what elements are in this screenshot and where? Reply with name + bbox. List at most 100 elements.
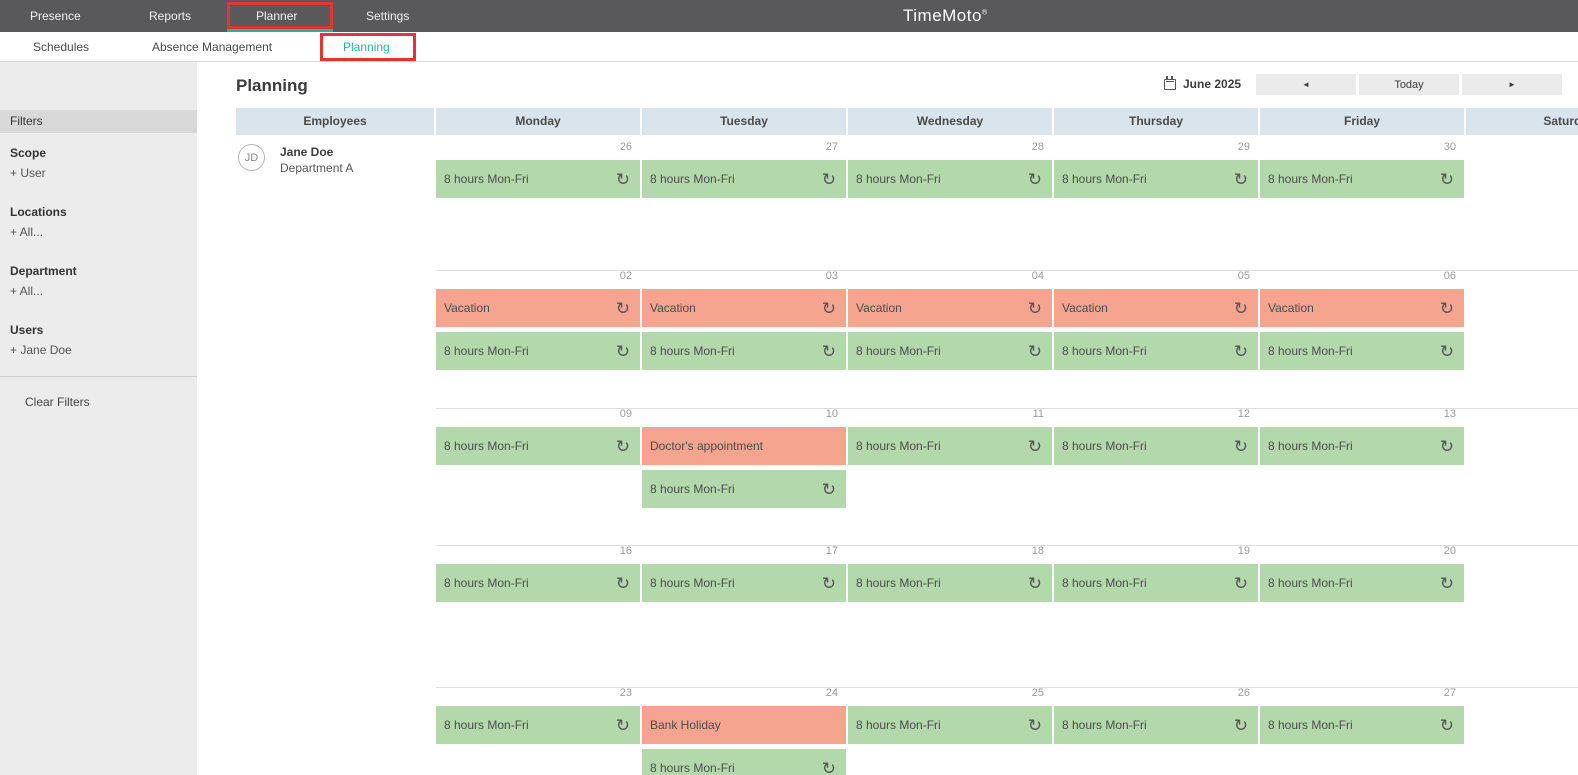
block-label: 8 hours Mon-Fri xyxy=(444,439,529,453)
nav-item-planner[interactable]: Planner xyxy=(256,9,298,23)
shift-block[interactable]: 8 hours Mon-Fri ↻ xyxy=(848,564,1052,602)
shift-block[interactable]: 8 hours Mon-Fri ↻ xyxy=(1054,427,1258,465)
absence-block[interactable]: Vacation ↻ xyxy=(848,289,1052,327)
recurring-icon: ↻ xyxy=(821,758,836,775)
nav-item-presence[interactable]: Presence xyxy=(30,9,81,23)
day-number: 04 xyxy=(1031,270,1044,282)
clear-filters-button[interactable]: Clear Filters xyxy=(25,395,90,409)
block-label: 8 hours Mon-Fri xyxy=(1062,576,1147,590)
day-number: 06 xyxy=(1443,270,1456,282)
nav-item-settings[interactable]: Settings xyxy=(366,9,410,23)
shift-block[interactable]: 8 hours Mon-Fri ↻ xyxy=(1054,160,1258,198)
recurring-icon: ↻ xyxy=(1027,341,1042,361)
day-number: 10 xyxy=(825,408,838,420)
shift-block[interactable]: 8 hours Mon-Fri ↻ xyxy=(436,332,640,370)
shift-block[interactable]: 8 hours Mon-Fri ↻ xyxy=(848,706,1052,744)
shift-block[interactable]: 8 hours Mon-Fri ↻ xyxy=(642,470,846,508)
planner-sub-navigation: Schedules Absence Management Planning xyxy=(0,32,1578,62)
day-cell: 8 hours Mon-Fri ↻ xyxy=(1054,160,1258,198)
absence-block[interactable]: Vacation ↻ xyxy=(642,289,846,327)
shift-block[interactable]: 8 hours Mon-Fri ↻ xyxy=(1260,706,1464,744)
day-cell xyxy=(1260,749,1464,775)
shift-block[interactable]: 8 hours Mon-Fri ↻ xyxy=(436,564,640,602)
shift-block[interactable]: 8 hours Mon-Fri ↻ xyxy=(1260,427,1464,465)
block-label: 8 hours Mon-Fri xyxy=(856,439,941,453)
prev-button[interactable]: ◄ xyxy=(1256,74,1356,95)
today-button[interactable]: Today xyxy=(1359,74,1459,95)
filter-value-department[interactable]: + All... xyxy=(10,284,44,298)
day-number: 12 xyxy=(1237,408,1250,420)
recurring-icon: ↻ xyxy=(1233,298,1248,318)
shift-block[interactable]: 8 hours Mon-Fri ↻ xyxy=(848,427,1052,465)
day-number: 25 xyxy=(1031,687,1044,699)
day-cell: 8 hours Mon-Fri ↻ xyxy=(1260,427,1464,465)
month-label: June 2025 xyxy=(1183,77,1242,91)
block-label: Vacation xyxy=(856,301,902,315)
filter-value-users[interactable]: + Jane Doe xyxy=(10,343,72,357)
block-label: 8 hours Mon-Fri xyxy=(1268,718,1353,732)
schedule-row: 8 hours Mon-Fri ↻ Bank Holiday 8 hours Mon-… xyxy=(236,706,1578,744)
block-label: 8 hours Mon-Fri xyxy=(650,761,735,775)
shift-block[interactable]: 8 hours Mon-Fri ↻ xyxy=(642,332,846,370)
date-row: 02 03 04 05 06 xyxy=(236,270,1578,284)
shift-block[interactable]: 8 hours Mon-Fri ↻ xyxy=(848,160,1052,198)
filter-title-scope: Scope xyxy=(10,146,47,160)
shift-block[interactable]: 8 hours Mon-Fri ↻ xyxy=(642,749,846,775)
top-navigation-bar: Presence Reports Planner Settings TimeMo… xyxy=(0,0,1578,32)
shift-block[interactable]: 8 hours Mon-Fri ↻ xyxy=(1054,706,1258,744)
block-label: 8 hours Mon-Fri xyxy=(856,344,941,358)
employee-info: Jane Doe Department A xyxy=(280,144,353,175)
week-section: 26 27 28 29 30 8 hours Mon-Fri ↻ 8 hours Mon-Fr… xyxy=(236,141,1578,260)
schedule-row: 8 hours Mon-Fri ↻ 8 hours Mon-Fri ↻ 8 hours … xyxy=(236,332,1578,370)
shift-block[interactable]: 8 hours Mon-Fri ↻ xyxy=(1260,160,1464,198)
block-label: 8 hours Mon-Fri xyxy=(650,172,735,186)
absence-block[interactable]: Vacation ↻ xyxy=(1260,289,1464,327)
calendar-icon xyxy=(1164,75,1176,90)
shift-block[interactable]: 8 hours Mon-Fri ↻ xyxy=(642,564,846,602)
absence-block[interactable]: Doctor's appointment xyxy=(642,427,846,465)
shift-block[interactable]: 8 hours Mon-Fri ↻ xyxy=(1260,332,1464,370)
block-label: 8 hours Mon-Fri xyxy=(444,576,529,590)
week-section: 16 17 18 19 20 8 hours Mon-Fri ↻ 8 hours Mon-Fr… xyxy=(236,545,1578,677)
shift-block[interactable]: 8 hours Mon-Fri ↻ xyxy=(642,160,846,198)
shift-block[interactable]: 8 hours Mon-Fri ↻ xyxy=(848,332,1052,370)
recurring-icon: ↻ xyxy=(1439,573,1454,593)
filter-value-scope[interactable]: + User xyxy=(10,166,46,180)
month-selector[interactable]: June 2025 xyxy=(1164,75,1242,91)
absence-block[interactable]: Vacation ↻ xyxy=(436,289,640,327)
block-label: 8 hours Mon-Fri xyxy=(856,576,941,590)
day-cell: 8 hours Mon-Fri ↻ xyxy=(1054,706,1258,744)
block-label: 8 hours Mon-Fri xyxy=(650,482,735,496)
block-label: 8 hours Mon-Fri xyxy=(444,172,529,186)
day-cell: 8 hours Mon-Fri ↻ xyxy=(436,427,640,465)
filter-value-locations[interactable]: + All... xyxy=(10,225,44,239)
shift-block[interactable]: 8 hours Mon-Fri ↻ xyxy=(1054,564,1258,602)
recurring-icon: ↻ xyxy=(1027,573,1042,593)
week-separator xyxy=(436,687,1578,688)
nav-item-reports[interactable]: Reports xyxy=(149,9,192,23)
subnav-item-planning[interactable]: Planning xyxy=(343,40,390,54)
day-cell: 8 hours Mon-Fri ↻ xyxy=(436,332,640,370)
shift-block[interactable]: 8 hours Mon-Fri ↻ xyxy=(1260,564,1464,602)
recurring-icon: ↻ xyxy=(1027,715,1042,735)
next-button[interactable]: ► xyxy=(1462,74,1562,95)
day-cell: Vacation ↻ xyxy=(642,289,846,327)
subnav-item-schedules[interactable]: Schedules xyxy=(33,40,90,54)
absence-block[interactable]: Vacation ↻ xyxy=(1054,289,1258,327)
block-label: 8 hours Mon-Fri xyxy=(444,344,529,358)
recurring-icon: ↻ xyxy=(1233,573,1248,593)
filter-title-users: Users xyxy=(10,323,44,337)
employee-row-header[interactable]: JD Jane Doe Department A xyxy=(238,144,353,175)
absence-block[interactable]: Bank Holiday xyxy=(642,706,846,744)
shift-block[interactable]: 8 hours Mon-Fri ↻ xyxy=(1054,332,1258,370)
active-tab-underline xyxy=(227,29,333,32)
subnav-item-absence-management[interactable]: Absence Management xyxy=(152,40,273,54)
shift-block[interactable]: 8 hours Mon-Fri ↻ xyxy=(436,427,640,465)
day-number: 05 xyxy=(1237,270,1250,282)
day-cell: 8 hours Mon-Fri ↻ xyxy=(1054,564,1258,602)
filter-group-locations: Locations + All... xyxy=(10,205,190,239)
shift-block[interactable]: 8 hours Mon-Fri ↻ xyxy=(436,160,640,198)
date-row: 23 24 25 26 27 xyxy=(236,687,1578,701)
day-number: 30 xyxy=(1443,141,1456,153)
shift-block[interactable]: 8 hours Mon-Fri ↻ xyxy=(436,706,640,744)
